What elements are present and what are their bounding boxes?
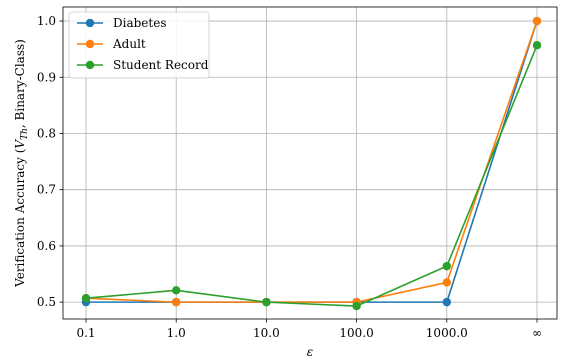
data-point-student-record [352, 301, 361, 311]
data-point-student-record [532, 41, 542, 50]
y-tick-label: 0.6 [37, 239, 56, 253]
x-tick-label: 1000.0 [426, 326, 468, 340]
data-point-student-record [81, 294, 91, 303]
x-tick-label: 100.0 [339, 326, 373, 340]
data-point-adult [532, 16, 542, 26]
legend-marker-diabetes [85, 18, 95, 28]
legend-marker-student-record [85, 60, 95, 70]
legend-box [68, 11, 210, 79]
series-line-adult [85, 20, 538, 303]
tick-layer: 0.1 1.0 10.0 100.0 1000.0 ∞ 0.5 0.6 0.7 0.8 0.9 1.0 [37, 14, 542, 340]
series-line-student-record [85, 44, 538, 307]
data-point-student-record [172, 286, 181, 295]
y-tick-label: 0.9 [37, 70, 56, 84]
x-tick-label: 0.1 [76, 326, 95, 340]
legend-marker-adult [85, 39, 95, 49]
legend-label-adult: Adult [112, 37, 146, 51]
data-point-student-record [262, 297, 271, 307]
data-point-student-record [442, 261, 451, 271]
y-tick-label: 0.7 [37, 183, 56, 197]
y-tick-label: 0.5 [37, 295, 56, 309]
legend: Diabetes Adult Student Record [68, 11, 210, 79]
y-tick-label: 0.8 [37, 126, 56, 140]
data-point-adult [172, 297, 181, 307]
x-tick-label: 1.0 [167, 326, 186, 340]
y-axis-label: Verification Accuracy (VTh, Binary-Class… [13, 39, 30, 288]
plot-frame [62, 6, 558, 320]
legend-label-diabetes: Diabetes [113, 16, 166, 30]
data-point-diabetes [442, 297, 451, 307]
legend-label-student-record: Student Record [113, 58, 209, 72]
x-axis-label: ε [307, 345, 313, 359]
series-layer [81, 16, 542, 311]
x-tick-label: ∞ [532, 326, 542, 340]
y-tick-label: 1.0 [37, 14, 56, 28]
data-point-adult [442, 278, 451, 287]
x-tick-label: 10.0 [253, 326, 280, 340]
